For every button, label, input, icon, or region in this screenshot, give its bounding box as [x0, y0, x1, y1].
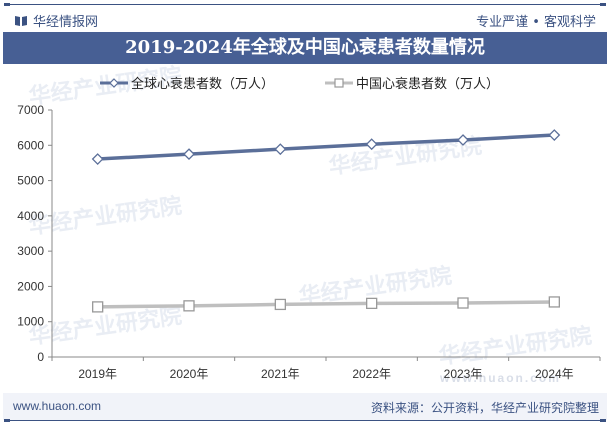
- watermark-text: 华经产业研究院: [27, 303, 183, 349]
- diamond-marker-icon: [91, 153, 104, 165]
- diamond-marker-icon: [548, 129, 561, 141]
- footer-source: 资料来源：公开资料，华经产业研究院整理: [370, 401, 599, 415]
- x-tick-label: 2021年: [261, 367, 300, 381]
- brand: 华经情报网: [15, 11, 98, 30]
- footer: www.huaon.com 资料来源：公开资料，华经产业研究院整理: [3, 393, 607, 420]
- global-series-line: [97, 133, 555, 161]
- y-tick-label: 2000: [17, 279, 44, 293]
- square-marker-icon: [92, 301, 104, 313]
- x-tick-label: 2023年: [444, 367, 483, 381]
- diamond-marker-icon: [365, 138, 378, 151]
- square-marker-icon: [366, 297, 378, 310]
- chart-title: 2019-2024年全球及中国心衰患者数量情况: [3, 32, 607, 64]
- legend-label: 全球心衰患者数（万人）: [131, 76, 274, 91]
- x-tick-label: 2022年: [352, 367, 391, 381]
- y-tick-label: 3000: [17, 244, 44, 258]
- square-marker-icon: [457, 297, 469, 309]
- y-tick-label: 4000: [17, 209, 44, 223]
- diamond-marker-icon: [457, 134, 469, 146]
- slogan: 专业严谨 • 客观科学: [476, 15, 596, 30]
- x-tick-label: 2024年: [535, 367, 574, 381]
- x-tick-label: 2019年: [78, 367, 117, 381]
- brand-bar: 华经情报网 专业严谨 • 客观科学: [0, 6, 610, 32]
- y-tick-label: 7000: [17, 103, 44, 117]
- legend-item-global[interactable]: 全球心衰患者数（万人）: [100, 76, 274, 91]
- square-marker-icon: [548, 296, 560, 308]
- china-series-line: [97, 300, 555, 309]
- legend-label: 中国心衰患者数（万人）: [356, 76, 499, 91]
- watermark-url: www.huaon.com: [439, 371, 561, 385]
- footer-url[interactable]: www.huaon.com: [13, 399, 102, 413]
- bottom-border: [4, 419, 606, 422]
- y-tick-label: 5000: [17, 174, 44, 188]
- line-chart: 华经产业研究院 华经产业研究院 华经产业研究院 华经产业研究院 华经产业研究院 华经产业研…: [0, 63, 610, 390]
- x-tick-label: 2020年: [170, 367, 209, 381]
- diamond-marker-icon: [183, 148, 195, 161]
- diamond-marker-icon: [274, 143, 287, 156]
- diamond-marker-icon: [109, 78, 119, 88]
- top-border: [4, 3, 606, 6]
- y-tick-label: 1000: [17, 315, 44, 329]
- watermark-text: 华经产业研究院: [437, 323, 593, 369]
- legend-item-china[interactable]: 中国心衰患者数（万人）: [325, 76, 499, 91]
- brand-name: 华经情报网: [33, 15, 99, 30]
- square-marker-icon: [334, 78, 344, 88]
- square-marker-icon: [183, 300, 195, 312]
- y-tick-label: 0: [37, 350, 44, 364]
- book-logo-icon: [15, 15, 27, 26]
- y-tick-label: 6000: [17, 138, 44, 152]
- square-marker-icon: [274, 298, 286, 311]
